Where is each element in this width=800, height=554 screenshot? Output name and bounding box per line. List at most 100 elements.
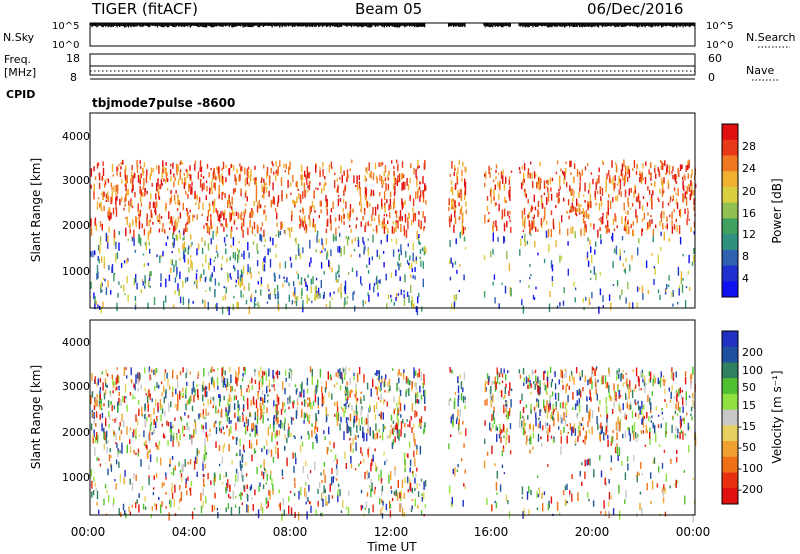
- scatter-point: [319, 368, 322, 378]
- nsky-mark: [498, 23, 500, 27]
- scatter-point: [318, 215, 320, 219]
- nsky-mark: [284, 23, 286, 27]
- scatter-point: [623, 181, 626, 187]
- nsky-mark: [545, 23, 547, 26]
- scatter-point: [503, 236, 506, 243]
- scatter-point: [610, 467, 612, 471]
- scatter-point: [271, 478, 273, 486]
- scatter-point: [142, 167, 144, 176]
- scatter-point: [90, 469, 93, 477]
- scatter-point: [215, 441, 217, 448]
- scatter-point: [298, 248, 300, 256]
- scatter-point: [632, 229, 634, 236]
- scatter-point: [233, 395, 236, 401]
- scatter-point: [465, 209, 467, 214]
- nsky-mark: [395, 23, 397, 28]
- scatter-point: [519, 249, 521, 256]
- scatter-point: [399, 262, 402, 268]
- scatter-point: [103, 403, 105, 407]
- scatter-point: [263, 178, 265, 183]
- scatter-point: [404, 465, 406, 473]
- scatter-point: [414, 410, 416, 418]
- scatter-point: [180, 497, 182, 501]
- scatter-point: [578, 403, 581, 413]
- scatter-point: [518, 418, 521, 428]
- scatter-point: [504, 408, 507, 413]
- scatter-point: [664, 511, 667, 517]
- scatter-point: [250, 413, 252, 417]
- scatter-point: [649, 397, 651, 405]
- scatter-point: [618, 484, 620, 494]
- scatter-point: [670, 458, 672, 464]
- scatter-point: [567, 241, 569, 246]
- scatter-point: [560, 168, 562, 172]
- scatter-point: [498, 434, 501, 439]
- scatter-point: [566, 483, 568, 490]
- scatter-point: [301, 409, 303, 418]
- scatter-point: [576, 207, 579, 212]
- nsky-mark: [112, 23, 114, 27]
- scatter-point: [246, 484, 248, 489]
- scatter-point: [98, 258, 100, 264]
- scatter-point: [588, 201, 591, 208]
- scatter-point: [550, 260, 553, 269]
- nsky-mark: [664, 23, 667, 27]
- scatter-point: [416, 467, 418, 472]
- scatter-point: [366, 417, 368, 425]
- scatter-point: [494, 500, 496, 504]
- nsky-mark: [222, 23, 224, 28]
- scatter-point: [414, 267, 416, 272]
- scatter-point: [560, 436, 562, 444]
- scatter-point: [652, 378, 654, 387]
- scatter-point: [638, 413, 640, 420]
- scatter-point: [415, 473, 417, 477]
- scatter-point: [202, 425, 204, 429]
- scatter-point: [296, 398, 299, 403]
- scatter-point: [349, 168, 351, 171]
- scatter-point: [138, 493, 140, 499]
- scatter-point: [251, 385, 254, 390]
- scatter-point: [543, 399, 545, 409]
- scatter-point: [582, 217, 585, 224]
- scatter-point: [149, 285, 151, 289]
- scatter-point: [214, 304, 217, 308]
- scatter-point: [276, 169, 278, 175]
- scatter-point: [649, 371, 652, 380]
- scatter-point: [395, 293, 398, 300]
- scatter-point: [204, 416, 206, 420]
- scatter-point: [158, 219, 160, 222]
- scatter-point: [198, 202, 200, 208]
- scatter-point: [170, 216, 172, 223]
- scatter-point: [305, 400, 307, 404]
- scatter-point: [314, 210, 316, 213]
- scatter-point: [205, 496, 207, 504]
- nsky-mark: [526, 23, 528, 27]
- scatter-point: [641, 372, 644, 377]
- scatter-point: [282, 401, 284, 411]
- power-cbar-tick-12: 12: [742, 228, 756, 241]
- scatter-point: [661, 411, 663, 415]
- scatter-point: [229, 496, 232, 499]
- scatter-point: [460, 381, 463, 390]
- scatter-point: [396, 414, 398, 421]
- scatter-point: [584, 221, 586, 229]
- power-colorbar-cell: [722, 249, 738, 267]
- scatter-point: [220, 415, 223, 418]
- scatter-point: [170, 434, 172, 442]
- scatter-point: [548, 243, 550, 253]
- scatter-point: [693, 206, 695, 211]
- nsky-mark: [692, 23, 694, 26]
- scatter-point: [92, 411, 94, 418]
- scatter-point: [583, 194, 585, 197]
- scatter-point: [685, 165, 687, 172]
- nsky-mark: [113, 23, 116, 26]
- scatter-point: [598, 167, 600, 173]
- scatter-point: [452, 262, 454, 268]
- scatter-point: [454, 216, 457, 225]
- scatter-point: [254, 424, 257, 429]
- scatter-point: [602, 295, 604, 302]
- scatter-point: [585, 209, 587, 218]
- scatter-point: [679, 406, 681, 413]
- scatter-point: [400, 372, 402, 377]
- scatter-point: [464, 191, 466, 200]
